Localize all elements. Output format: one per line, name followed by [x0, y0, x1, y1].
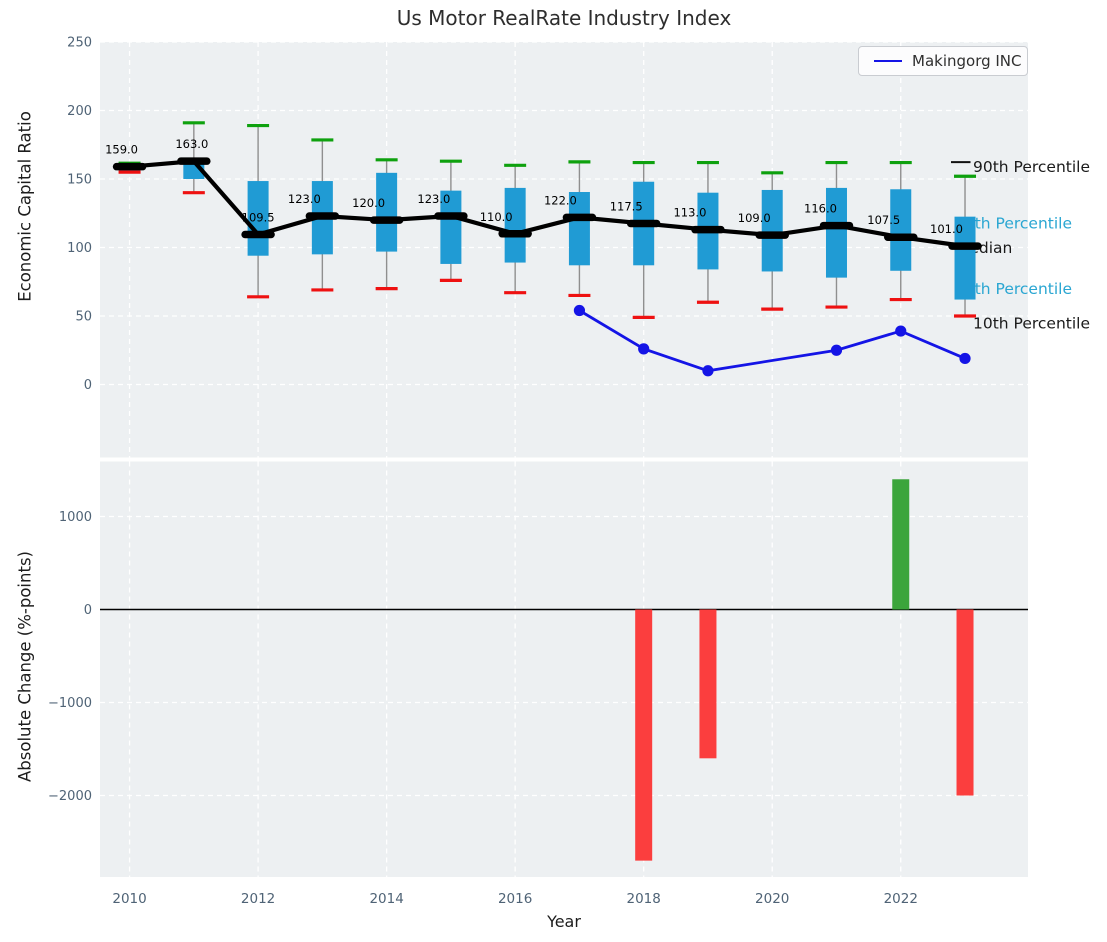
x-axis-label: Year	[547, 912, 581, 931]
boxplot-box	[568, 192, 590, 266]
y-tick-label: 150	[67, 172, 92, 187]
median-value-label: 110.0	[480, 210, 513, 224]
company-line	[578, 309, 966, 373]
y-tick-label: 50	[75, 309, 92, 324]
median-value-label: 107.5	[867, 213, 900, 227]
bar	[956, 609, 974, 796]
legend: Makingorg INC	[858, 46, 1028, 76]
median-value-label: 109.5	[242, 210, 275, 224]
company-point	[702, 365, 714, 377]
boxplot-box	[890, 189, 912, 271]
y-tick-label: 250	[67, 36, 92, 51]
legend-label: Makingorg INC	[912, 52, 1022, 70]
boxplot-box	[825, 187, 847, 278]
x-tick-label: 2020	[755, 891, 789, 907]
median-value-label: 120.0	[352, 196, 385, 210]
annotation-label: 10th Percentile	[973, 314, 1090, 332]
y-tick-label: 1000	[59, 510, 92, 525]
y-tick-label: 0	[84, 603, 92, 618]
x-tick-label: 2018	[627, 891, 661, 907]
y-tick-label: 200	[67, 104, 92, 119]
bottom-y-axis-label: Absolute Change (%-points)	[15, 551, 35, 782]
annotation-label: 25th Percentile	[955, 280, 1072, 298]
legend-line-swatch	[874, 60, 902, 62]
median-value-label: 122.0	[544, 193, 577, 207]
y-tick-label: 100	[67, 241, 92, 256]
boxplot-box	[376, 172, 398, 252]
bar	[635, 609, 653, 861]
median-value-label: 113.0	[673, 206, 706, 220]
top-y-axis-label: Economic Capital Ratio	[15, 111, 35, 302]
median-value-label: 159.0	[105, 143, 138, 157]
median-value-label: 109.0	[738, 211, 771, 225]
bar	[699, 609, 717, 759]
y-tick-label: 0	[84, 378, 92, 393]
annotation-label: 75th Percentile	[955, 214, 1072, 232]
annotation-label: 90th Percentile	[973, 158, 1090, 176]
company-point	[830, 344, 843, 356]
x-tick-label: 2016	[498, 891, 532, 907]
top-plot-background	[100, 42, 1028, 458]
x-tick-label: 2022	[884, 891, 918, 907]
median-value-label: 163.0	[175, 137, 208, 151]
boxplot-box	[761, 189, 783, 272]
median-value-label: 123.0	[288, 192, 321, 206]
y-tick-label: −2000	[48, 789, 92, 804]
bar	[892, 479, 910, 610]
boxplot-box	[504, 187, 526, 263]
median-value-label: 123.0	[417, 192, 450, 206]
x-tick-label: 2012	[241, 891, 275, 907]
median-value-label: 116.0	[804, 202, 837, 216]
y-tick-label: −1000	[48, 696, 92, 711]
chart-title: Us Motor RealRate Industry Index	[396, 6, 732, 30]
company-point	[573, 304, 586, 317]
boxplot-box	[440, 190, 462, 264]
bottom-plot-background	[100, 461, 1028, 877]
x-tick-label: 2014	[369, 891, 403, 907]
company-point	[638, 343, 650, 355]
median-value-label: 117.5	[610, 200, 643, 214]
median-value-label: 101.0	[930, 222, 963, 236]
x-tick-label: 2010	[112, 891, 146, 907]
company-point	[895, 325, 907, 337]
company-point	[959, 352, 971, 365]
boxplot-box	[954, 216, 976, 300]
